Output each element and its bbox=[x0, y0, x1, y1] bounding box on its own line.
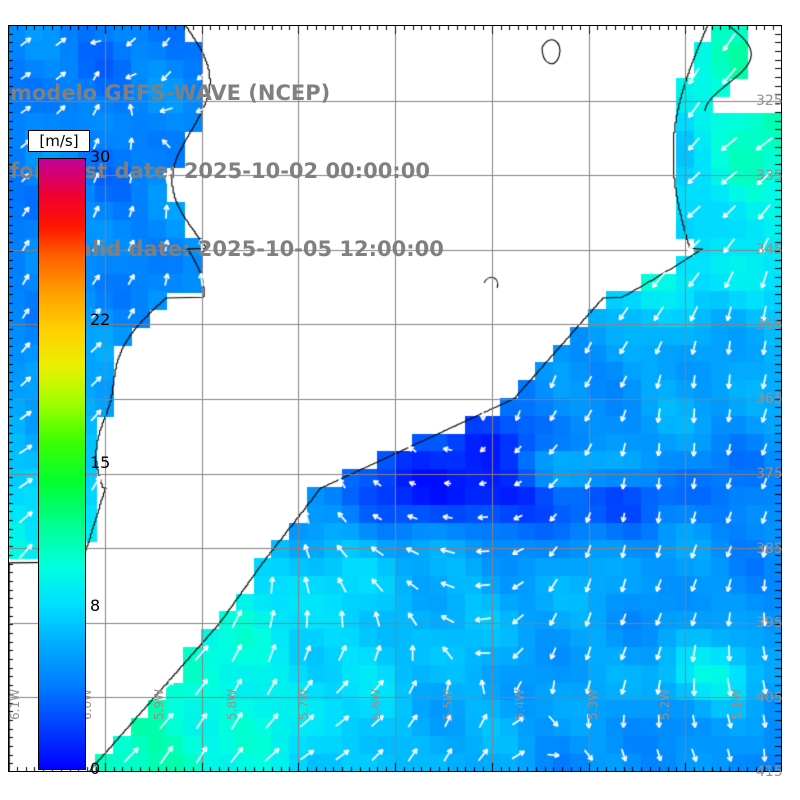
colorbar-tick-22: 22 bbox=[90, 310, 111, 330]
plot-area bbox=[8, 25, 782, 772]
wind-field-canvas bbox=[8, 25, 782, 772]
colorbar-tick-8: 8 bbox=[90, 595, 101, 615]
colorbar: [m/s] 30 22 15 8 0 bbox=[28, 130, 116, 777]
colorbar-gradient bbox=[38, 158, 86, 770]
colorbar-tick-30: 30 bbox=[90, 147, 111, 166]
colorbar-tick-0: 0 bbox=[90, 759, 101, 778]
colorbar-unit-label: [m/s] bbox=[28, 130, 90, 152]
colorbar-tick-15: 15 bbox=[90, 453, 111, 472]
